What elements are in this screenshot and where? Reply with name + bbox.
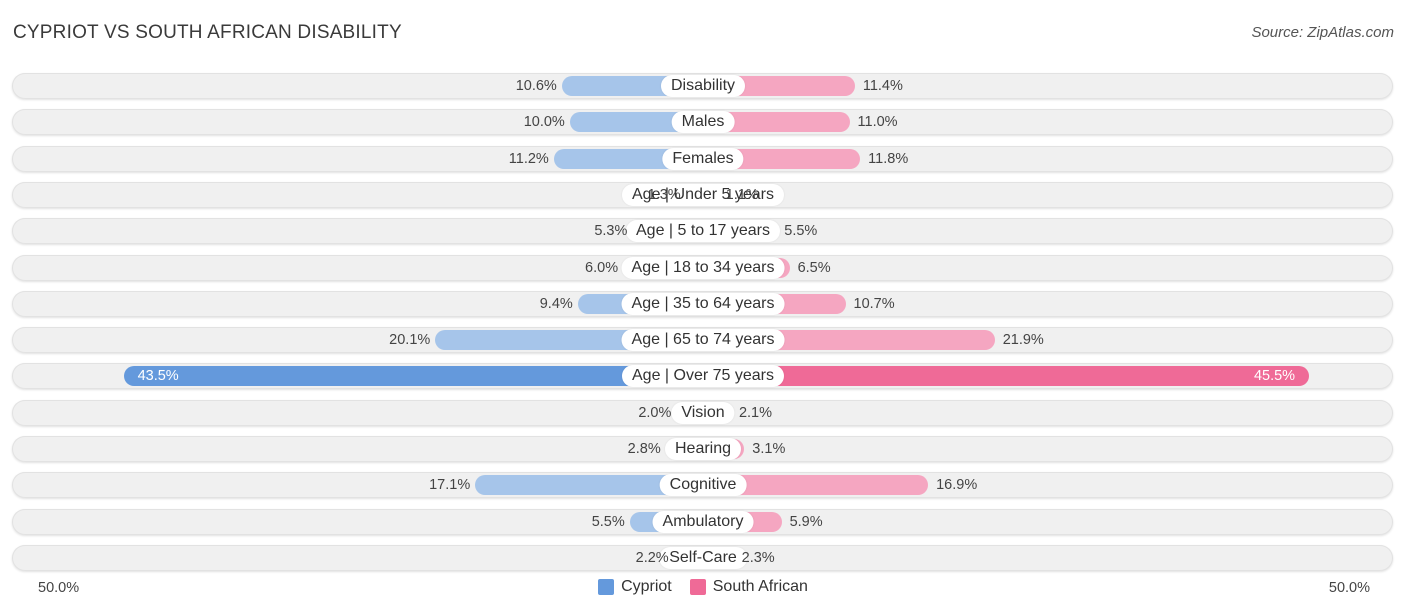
value-label-cypriot-age-18-to-34-years: 6.0% (585, 259, 619, 276)
category-label-age-over-75-years: Age | Over 75 years (622, 365, 784, 388)
category-label-ambulatory: Ambulatory (652, 510, 754, 533)
category-label-self-care: Self-Care (659, 546, 747, 569)
value-label-cypriot-age-over-75-years: 43.5% (137, 368, 179, 385)
value-label-cypriot-age-5-to-17-years: 5.3% (594, 223, 628, 240)
axis-left-label: 50.0% (38, 580, 80, 596)
category-label-cognitive: Cognitive (659, 474, 747, 497)
value-label-cypriot-age-under-5-years: 1.3% (647, 186, 681, 203)
category-label-age-under-5-years: Age | Under 5 years (621, 183, 785, 206)
legend-item-cypriot: Cypriot (598, 578, 672, 596)
value-label-cypriot-hearing: 2.8% (627, 441, 661, 457)
category-label-age-5-to-17-years: Age | 5 to 17 years (625, 220, 781, 243)
value-label-cypriot-vision: 2.0% (638, 404, 672, 421)
value-label-south-african-age-over-75-years: 45.5% (1253, 368, 1296, 385)
value-label-south-african-males: 11.0% (857, 114, 898, 131)
category-label-age-18-to-34-years: Age | 18 to 34 years (621, 256, 785, 279)
value-label-south-african-disability: 11.4% (862, 78, 903, 94)
bar-south-african-age-over-75-years (703, 366, 1310, 387)
category-label-age-65-to-74-years: Age | 65 to 74 years (621, 329, 785, 352)
legend-item-south-african: South African (689, 578, 808, 596)
value-label-south-african-self-care: 2.3% (741, 549, 775, 566)
legend-label-cypriot: Cypriot (621, 578, 672, 595)
source-label: Source: ZipAtlas.com (1251, 24, 1394, 41)
category-label-vision: Vision (671, 401, 735, 424)
bar-cypriot-cognitive (475, 475, 703, 496)
value-label-south-african-age-35-to-64-years: 10.7% (853, 295, 895, 312)
legend-swatch-cypriot (598, 579, 615, 595)
legend-label-south-african: South African (712, 578, 808, 595)
value-label-south-african-age-65-to-74-years: 21.9% (1002, 332, 1044, 349)
value-label-cypriot-self-care: 2.2% (635, 549, 669, 566)
value-label-cypriot-males: 10.0% (523, 114, 565, 131)
value-label-south-african-cognitive: 16.9% (936, 477, 978, 494)
value-label-cypriot-ambulatory: 5.5% (591, 513, 625, 530)
value-label-south-african-vision: 2.1% (738, 404, 773, 421)
category-label-age-35-to-64-years: Age | 35 to 64 years (621, 292, 785, 315)
value-label-cypriot-females: 11.2% (508, 150, 549, 167)
value-label-south-african-age-18-to-34-years: 6.5% (797, 259, 831, 276)
value-label-cypriot-cognitive: 17.1% (429, 477, 471, 494)
bar-cypriot-age-over-75-years (123, 366, 703, 387)
value-label-cypriot-disability: 10.6% (515, 78, 557, 94)
value-label-cypriot-age-65-to-74-years: 20.1% (389, 332, 431, 349)
category-label-disability: Disability (660, 75, 746, 97)
value-label-cypriot-age-35-to-64-years: 9.4% (539, 295, 573, 312)
chart-title: CYPRIOT VS SOUTH AFRICAN DISABILITY (13, 22, 402, 43)
value-label-south-african-age-5-to-17-years: 5.5% (784, 223, 818, 240)
legend: Cypriot South African (0, 578, 1406, 596)
value-label-south-african-females: 11.8% (868, 150, 909, 167)
bar-south-african-males (703, 112, 850, 133)
bar-south-african-cognitive (703, 475, 929, 496)
value-label-south-african-ambulatory: 5.9% (789, 513, 823, 530)
category-label-hearing: Hearing (664, 438, 742, 460)
category-label-males: Males (671, 111, 735, 134)
category-label-females: Females (662, 147, 744, 170)
value-label-south-african-age-under-5-years: 1.1% (725, 186, 759, 203)
value-label-south-african-hearing: 3.1% (752, 441, 786, 457)
legend-swatch-south-african (689, 579, 706, 595)
bar-cypriot-males (569, 112, 703, 133)
axis-right-label: 50.0% (1328, 580, 1370, 596)
